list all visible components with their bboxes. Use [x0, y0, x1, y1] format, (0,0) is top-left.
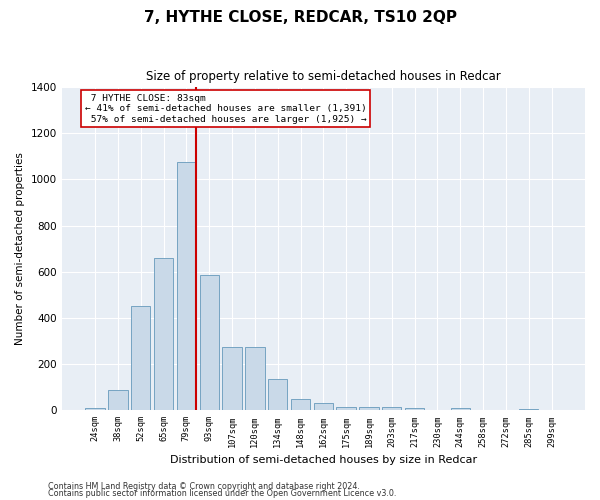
- Text: 7, HYTHE CLOSE, REDCAR, TS10 2QP: 7, HYTHE CLOSE, REDCAR, TS10 2QP: [143, 10, 457, 25]
- Bar: [314, 404, 333, 410]
- Bar: [200, 275, 219, 410]
- Bar: [245, 347, 265, 410]
- Text: Contains HM Land Registry data © Crown copyright and database right 2024.: Contains HM Land Registry data © Crown c…: [48, 482, 360, 491]
- Bar: [519, 409, 538, 410]
- Bar: [154, 258, 173, 410]
- Y-axis label: Number of semi-detached properties: Number of semi-detached properties: [15, 152, 25, 345]
- Bar: [177, 162, 196, 410]
- Bar: [382, 407, 401, 410]
- Bar: [223, 347, 242, 410]
- Text: Contains public sector information licensed under the Open Government Licence v3: Contains public sector information licen…: [48, 489, 397, 498]
- Bar: [108, 390, 128, 410]
- Title: Size of property relative to semi-detached houses in Redcar: Size of property relative to semi-detach…: [146, 70, 501, 83]
- Bar: [85, 408, 105, 410]
- Bar: [359, 407, 379, 410]
- X-axis label: Distribution of semi-detached houses by size in Redcar: Distribution of semi-detached houses by …: [170, 455, 477, 465]
- Bar: [131, 306, 151, 410]
- Bar: [451, 408, 470, 410]
- Bar: [337, 407, 356, 410]
- Bar: [405, 408, 424, 410]
- Bar: [268, 379, 287, 410]
- Bar: [291, 399, 310, 410]
- Text: 7 HYTHE CLOSE: 83sqm
← 41% of semi-detached houses are smaller (1,391)
 57% of s: 7 HYTHE CLOSE: 83sqm ← 41% of semi-detac…: [85, 94, 367, 124]
